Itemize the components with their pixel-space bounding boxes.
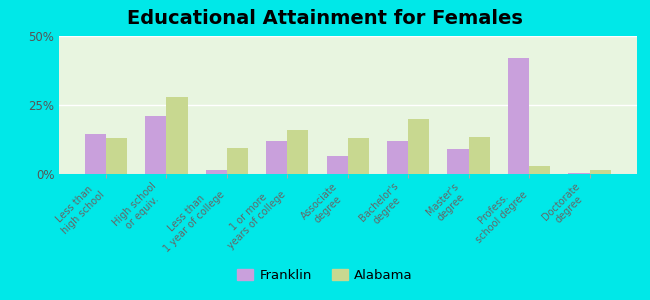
Bar (205, 170, 227, 174)
Bar (408, 119, 430, 174)
Bar (529, 166, 551, 174)
Bar (326, 156, 348, 174)
Bar (590, 170, 611, 174)
Bar (387, 141, 408, 174)
Text: Educational Attainment for Females: Educational Attainment for Females (127, 9, 523, 28)
Bar (447, 149, 469, 174)
Legend: Franklin, Alabama: Franklin, Alabama (232, 264, 418, 287)
Bar (287, 130, 309, 174)
Bar (106, 138, 127, 174)
Bar (348, 138, 369, 174)
Bar (508, 58, 529, 174)
Bar (266, 141, 287, 174)
Bar (568, 172, 590, 174)
Bar (84, 134, 106, 174)
Bar (227, 148, 248, 174)
Bar (469, 137, 490, 174)
Bar (166, 97, 188, 174)
Bar (145, 116, 166, 174)
